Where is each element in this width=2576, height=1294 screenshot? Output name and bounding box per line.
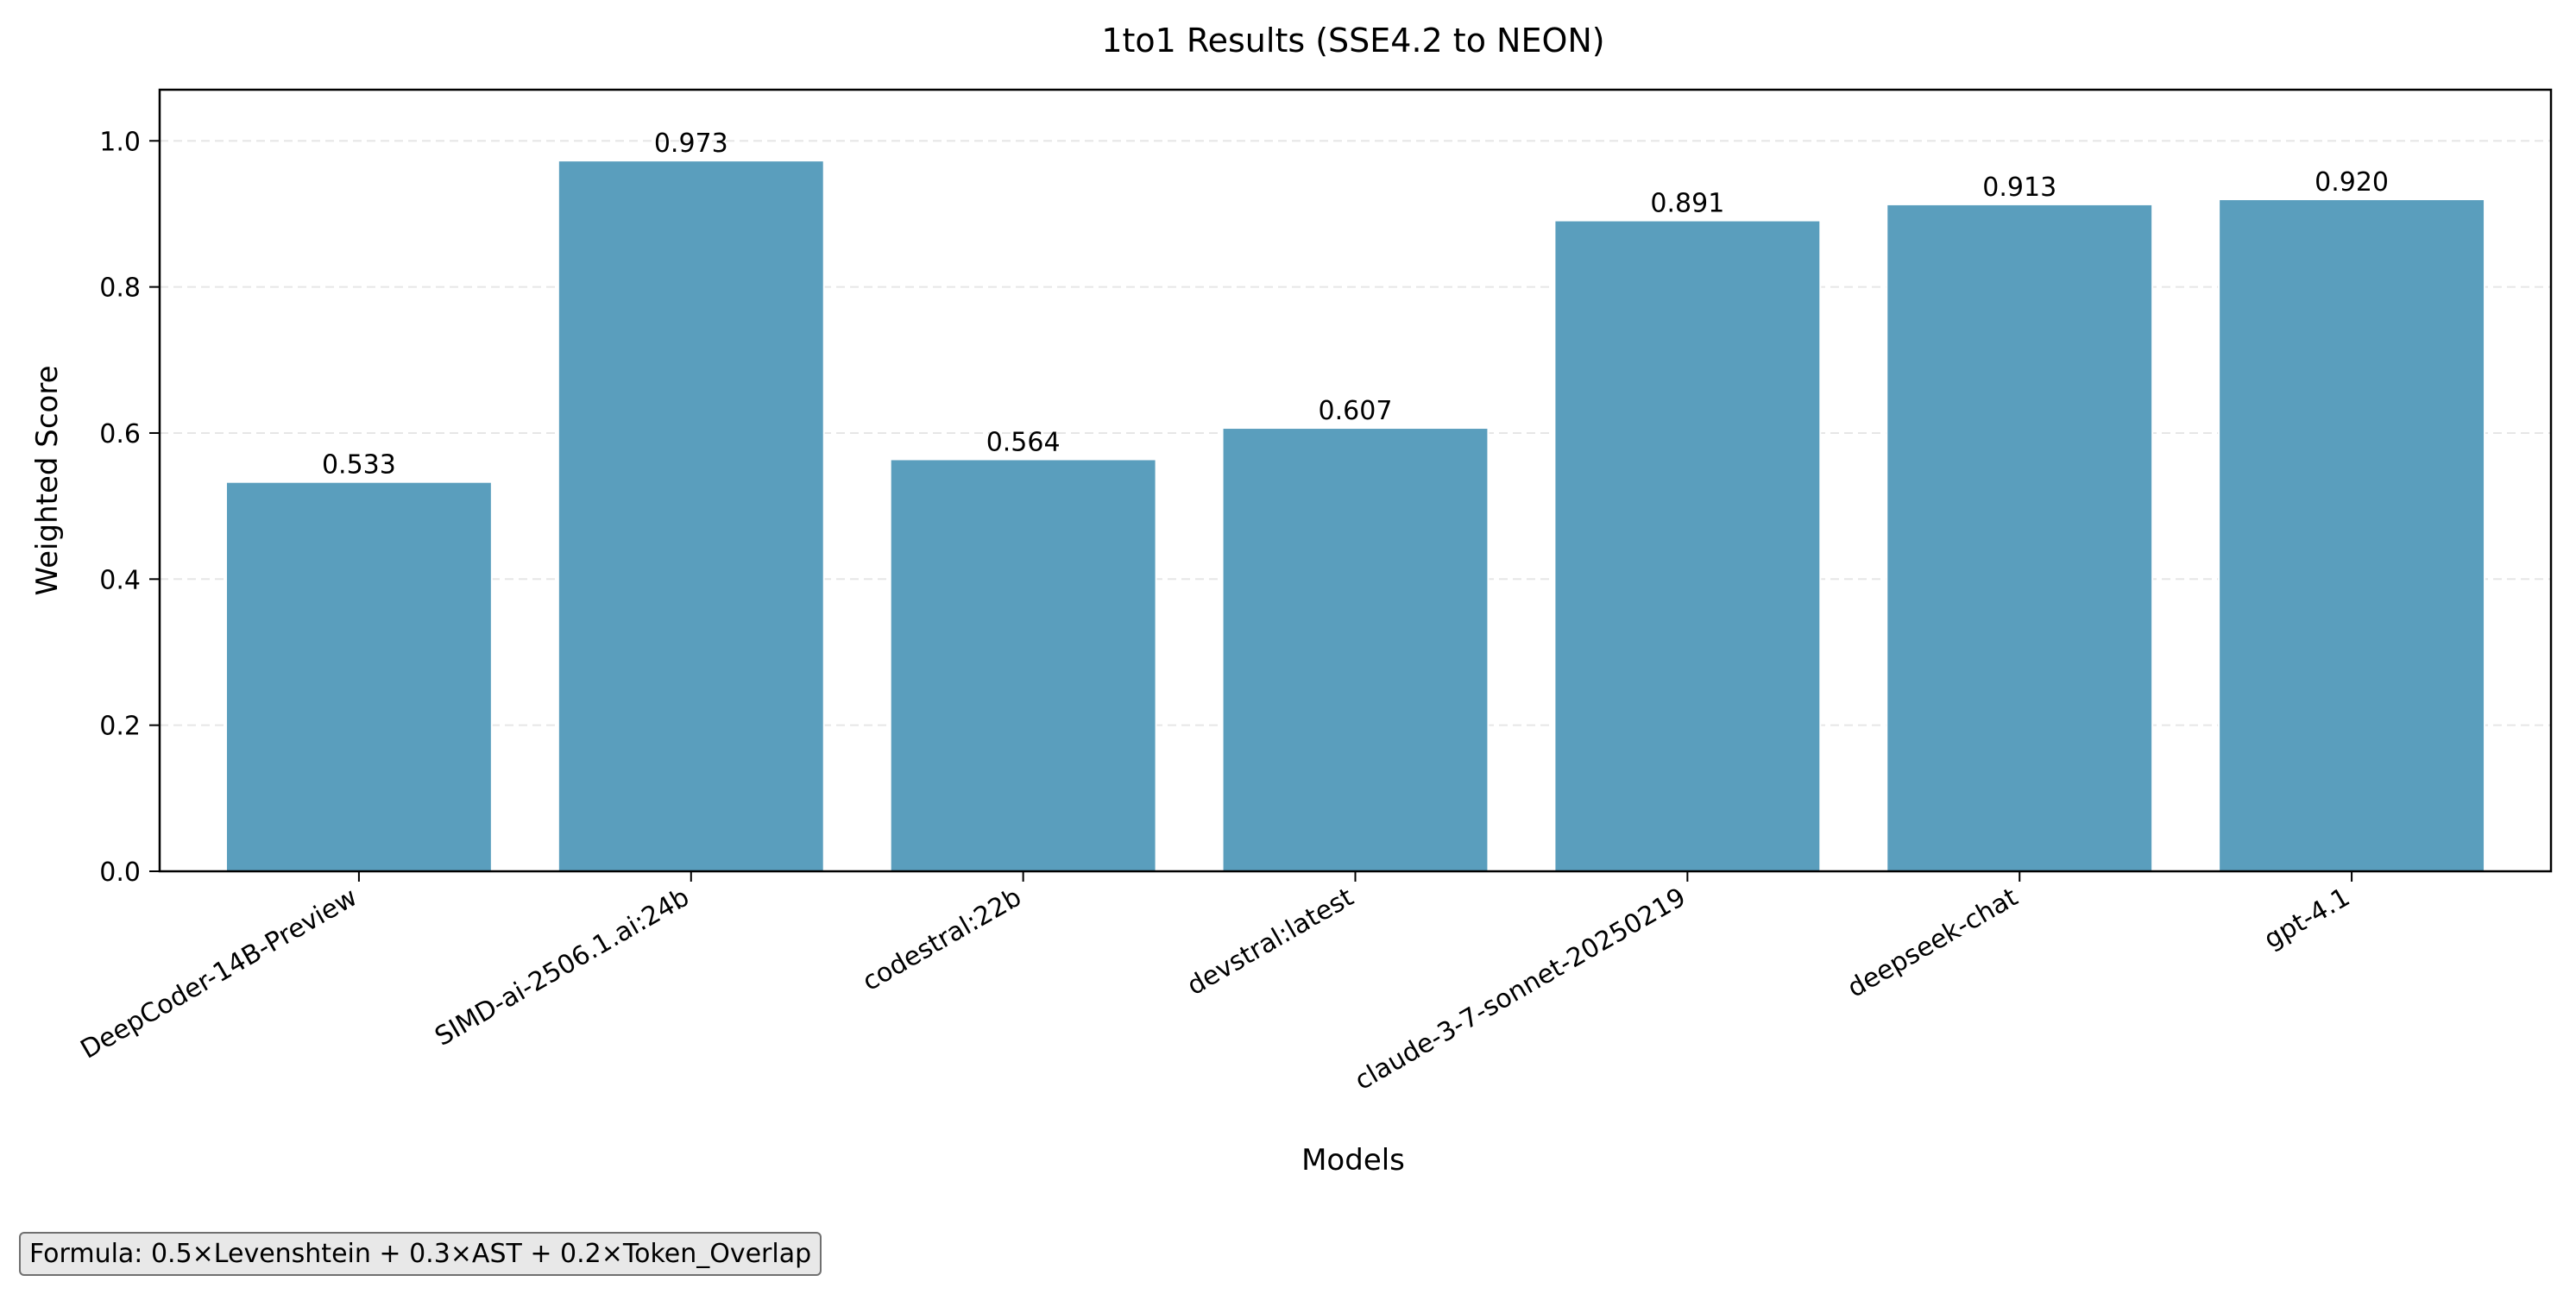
- bar: [889, 458, 1157, 873]
- bar: [2218, 198, 2486, 872]
- y-tick-label: 0.2: [99, 712, 141, 742]
- bar-value-label: 0.913: [1982, 173, 2056, 203]
- x-tick-label: codestral:22b: [858, 883, 1027, 997]
- chart-title: 1to1 Results (SSE4.2 to NEON): [1101, 22, 1604, 60]
- y-axis: 0.0 0.2 0.4 0.6 0.8 1.0: [99, 127, 160, 888]
- x-tick-label: SIMD-ai-2506.1.ai:24b: [430, 883, 695, 1052]
- y-tick-label: 0.6: [99, 419, 141, 449]
- x-tick-label: claude-3-7-sonnet-20250219: [1350, 883, 1691, 1096]
- x-tick-label: gpt-4.1: [2259, 883, 2355, 956]
- y-tick-label: 0.4: [99, 565, 141, 595]
- bar-value-label: 0.607: [1319, 396, 1393, 426]
- y-tick-label: 1.0: [99, 127, 141, 157]
- bar-value-label: 0.564: [986, 427, 1061, 457]
- bar-value-label: 0.920: [2315, 167, 2389, 198]
- y-tick-label: 0.0: [99, 857, 141, 888]
- x-axis: DeepCoder-14B-Preview SIMD-ai-2506.1.ai:2…: [76, 871, 2355, 1096]
- y-tick-label: 0.8: [99, 273, 141, 304]
- x-tick-label: DeepCoder-14B-Preview: [76, 883, 362, 1065]
- bar-value-label: 0.973: [654, 129, 728, 159]
- x-tick-label: devstral:latest: [1182, 883, 1359, 1002]
- y-axis-label: Weighted Score: [30, 366, 65, 596]
- bar: [557, 160, 825, 873]
- bar: [224, 481, 493, 873]
- bar-value-label: 0.533: [322, 450, 396, 481]
- bar-value-label: 0.891: [1650, 189, 1724, 219]
- bar: [1553, 219, 1822, 872]
- bars: [224, 160, 2486, 873]
- value-labels: 0.533 0.973 0.564 0.607 0.891 0.913 0.920: [322, 129, 2389, 481]
- x-tick-label: deepseek-chat: [1842, 883, 2023, 1004]
- bar: [1886, 203, 2154, 872]
- bar: [1221, 427, 1490, 872]
- x-axis-label: Models: [1301, 1143, 1405, 1178]
- formula-note: Formula: 0.5×Levenshtein + 0.3×AST + 0.2…: [19, 1232, 822, 1276]
